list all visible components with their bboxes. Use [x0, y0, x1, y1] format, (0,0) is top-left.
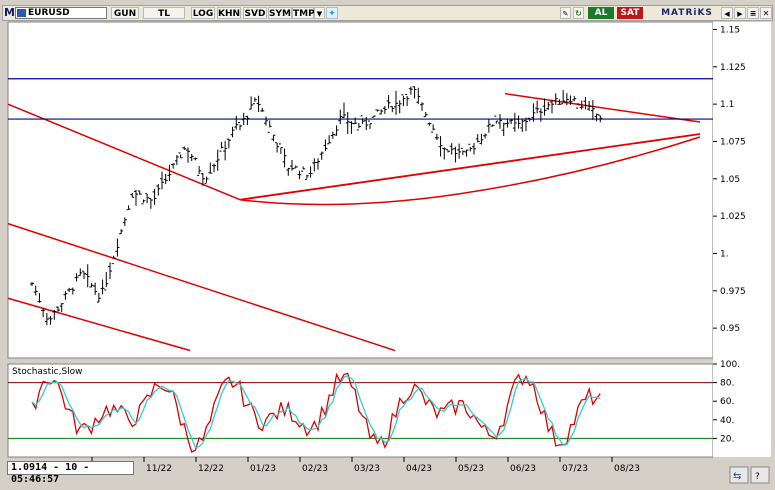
dropdown-arrow-icon[interactable]: ▼ — [314, 7, 325, 19]
stoch-y-tick-label: 100. — [720, 360, 740, 370]
stoch-y-tick-label: 60. — [720, 397, 734, 407]
price-y-ticks: 1.15 1.125 1.1 1.075 1.05 1.025 1. 0.975 0.95 — [713, 25, 746, 334]
trend-channel-lower — [7, 297, 191, 352]
gun-button[interactable]: GUN — [111, 7, 139, 19]
price-plot-area — [7, 21, 714, 359]
stochastic-k-line — [31, 372, 601, 453]
x-tick-label: 05/23 — [458, 464, 484, 474]
x-tick-label: 12/22 — [198, 464, 224, 474]
toolbar: M EURUSD GUN TL LOG KHN SVD SYM TMP ▼ ✦ … — [2, 5, 773, 21]
edit-icon[interactable]: ✎ — [560, 7, 571, 19]
status-readout: 1.0914 - 10 - 05:46:57 — [7, 461, 134, 485]
x-tick-label: 08/23 — [614, 464, 640, 474]
price-bars — [30, 86, 603, 326]
stochastic-plot-area — [7, 363, 714, 458]
y-tick-label: 1.025 — [720, 212, 746, 222]
x-tick-label: 01/23 — [250, 464, 276, 474]
stochastic-lines — [31, 372, 601, 453]
x-tick-label: 03/23 — [354, 464, 380, 474]
info-icon[interactable]: ? — [755, 472, 760, 482]
close-icon[interactable]: ✕ — [760, 7, 772, 19]
y-tick-label: 0.975 — [720, 287, 746, 297]
stochastic-bands — [8, 382, 713, 439]
support-trendline — [239, 133, 701, 201]
sync-icon[interactable]: ⇆ — [733, 471, 741, 482]
y-tick-label: 1.1 — [720, 100, 734, 110]
khn-button[interactable]: KHN — [217, 7, 241, 19]
log-button[interactable]: LOG — [191, 7, 215, 19]
settings-icon[interactable]: ≡ — [747, 7, 759, 19]
brand-logo: MATRiKS — [661, 8, 713, 18]
sym-button[interactable]: SYM — [268, 7, 292, 19]
tl-button[interactable]: TL — [143, 7, 185, 19]
sell-button[interactable]: SAT — [617, 7, 643, 19]
tmp-button[interactable]: TMP — [292, 7, 315, 19]
x-tick-label: 04/23 — [406, 464, 432, 474]
stochastic-title: Stochastic,Slow — [12, 367, 83, 377]
left-arrow-icon[interactable]: ◀ — [721, 7, 733, 19]
trend-channel-upper — [7, 222, 396, 352]
y-tick-label: 1.075 — [720, 137, 746, 147]
resistance-trendline — [504, 92, 701, 123]
buy-button[interactable]: AL — [588, 7, 614, 19]
x-tick-label: 07/23 — [562, 464, 588, 474]
svd-button[interactable]: SVD — [243, 7, 267, 19]
x-tick-label: 02/23 — [302, 464, 328, 474]
zoom-icon[interactable] — [750, 466, 770, 484]
scroll-icon[interactable] — [729, 466, 749, 484]
moving-average-curve — [239, 136, 701, 206]
stochastic-d-line — [31, 375, 601, 449]
y-tick-label: 1.15 — [720, 25, 740, 35]
refresh-icon[interactable]: ↻ — [573, 7, 584, 19]
y-axis-area — [713, 22, 771, 457]
x-tick-label: 11/22 — [146, 464, 172, 474]
x-tick-label: 06/23 — [510, 464, 536, 474]
trend-channel-mid — [7, 103, 241, 201]
right-arrow-icon[interactable]: ▶ — [734, 7, 746, 19]
app-logo: M — [4, 6, 15, 19]
trend-lines — [7, 92, 701, 352]
horizontal-levels — [8, 78, 713, 120]
stoch-y-tick-label: 80. — [720, 379, 734, 389]
stoch-y-tick-label: 20. — [720, 434, 734, 444]
stoch-y-tick-label: 40. — [720, 416, 734, 426]
x-axis-ticks: 10/2211/2212/2201/2302/2303/2304/2305/23… — [91, 457, 640, 474]
twitter-icon[interactable]: ✦ — [326, 7, 338, 19]
stochastic-y-ticks: 100. 80. 60. 40. 20. — [713, 360, 740, 444]
flag-icon — [17, 9, 26, 17]
y-tick-label: 1.05 — [720, 175, 740, 185]
symbol-label: EURUSD — [28, 8, 70, 18]
y-tick-label: 1. — [720, 249, 729, 259]
y-tick-label: 0.95 — [720, 324, 740, 334]
y-tick-label: 1.125 — [720, 63, 746, 73]
symbol-field[interactable]: EURUSD — [15, 7, 107, 19]
